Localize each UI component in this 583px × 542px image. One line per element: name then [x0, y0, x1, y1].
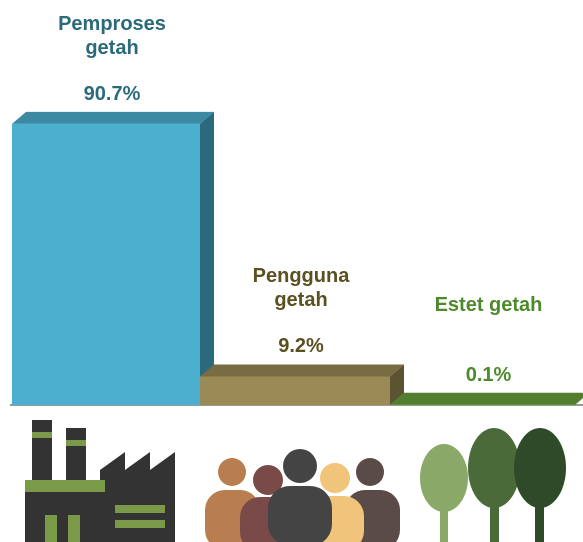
category-label: Pengguna getah	[252, 265, 350, 312]
bar	[200, 376, 390, 405]
value-label: 0.1%	[465, 363, 512, 386]
factory-icon	[25, 420, 175, 542]
bar-side	[390, 364, 404, 405]
bar-side	[575, 397, 583, 405]
bar-top	[12, 111, 214, 124]
bar-top	[390, 392, 583, 405]
bar	[12, 123, 200, 405]
category-label: Pemproses getah	[58, 12, 166, 59]
bar-side	[200, 111, 214, 405]
trees-icon	[420, 428, 566, 542]
people-icon	[205, 449, 400, 542]
category-label: Estet getah	[434, 293, 543, 316]
value-label: 9.2%	[278, 335, 324, 358]
value-label: 90.7%	[83, 82, 141, 105]
bar-top	[200, 364, 404, 377]
